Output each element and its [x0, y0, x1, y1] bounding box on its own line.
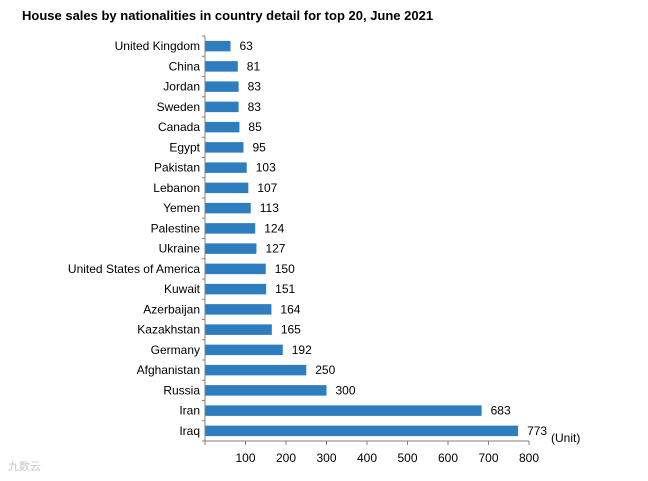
bar [205, 121, 240, 133]
bar [205, 263, 266, 275]
data-label: 95 [252, 140, 266, 154]
data-label: 107 [257, 181, 277, 195]
bar [205, 81, 239, 92]
data-label: 83 [248, 80, 262, 94]
category-label: Iraq [179, 424, 200, 438]
data-label: 85 [248, 120, 262, 134]
chart-title: House sales by nationalities in country … [22, 8, 434, 23]
x-tick-label: 100 [235, 451, 255, 465]
bar [205, 101, 239, 113]
x-tick-label: 800 [519, 451, 539, 465]
category-label: Kuwait [164, 282, 201, 296]
data-label: 150 [275, 262, 295, 276]
data-label: 124 [264, 221, 284, 235]
category-label: United Kingdom [115, 39, 200, 53]
category-label: Lebanon [153, 181, 200, 195]
bar [205, 304, 272, 315]
x-tick-label: 400 [357, 451, 377, 465]
data-label: 103 [256, 161, 276, 175]
x-tick-label: 700 [478, 451, 498, 465]
category-label: Egypt [169, 140, 200, 154]
category-label: Azerbaijan [143, 302, 200, 316]
x-tick-label: 600 [438, 451, 458, 465]
bar [205, 61, 238, 72]
data-label: 773 [527, 424, 547, 438]
category-label: United States of America [68, 262, 200, 276]
category-label: Kazakhstan [137, 323, 200, 337]
category-label: Afghanistan [137, 363, 200, 377]
bar [205, 364, 307, 376]
data-label: 164 [280, 302, 300, 316]
data-label: 81 [247, 59, 261, 73]
data-label: 192 [292, 343, 312, 357]
bar [205, 162, 247, 173]
bar [205, 324, 272, 335]
bar [205, 385, 327, 396]
category-label: Yemen [163, 201, 200, 215]
bar [205, 425, 519, 437]
category-label: Jordan [163, 80, 200, 94]
category-label: Sweden [157, 100, 200, 114]
axis-layer: United Kingdom 63 China 81 Jordan 83 Sweden 83 C… [68, 35, 547, 465]
data-label: 113 [260, 201, 279, 215]
bar [205, 344, 283, 356]
category-label: Ukraine [159, 242, 201, 256]
data-label: 83 [248, 100, 262, 114]
x-tick-label: 300 [316, 451, 336, 465]
data-label: 683 [491, 404, 511, 418]
bar [205, 405, 482, 416]
unit-label: (Unit) [551, 431, 581, 445]
x-tick-label: 200 [276, 451, 296, 465]
data-label: 127 [265, 242, 285, 256]
bar [205, 40, 231, 52]
data-label: 250 [315, 363, 335, 377]
data-label: 165 [281, 323, 301, 337]
data-label: 63 [240, 39, 254, 53]
category-label: Germany [151, 343, 200, 357]
x-tick-label: 500 [397, 451, 417, 465]
bar [205, 243, 257, 254]
category-label: Russia [163, 383, 200, 397]
category-label: Canada [158, 120, 200, 134]
bar [205, 182, 249, 194]
category-label: Iran [179, 404, 200, 418]
data-label: 300 [336, 383, 356, 397]
bar [205, 142, 244, 153]
bar [205, 202, 251, 214]
category-label: Pakistan [154, 161, 200, 175]
watermark: 九数云 [8, 461, 41, 473]
category-label: China [169, 59, 201, 73]
data-label: 151 [275, 282, 295, 296]
bar [205, 283, 267, 295]
bars-layer [205, 40, 519, 437]
category-label: Palestine [151, 221, 201, 235]
bar [205, 223, 256, 234]
